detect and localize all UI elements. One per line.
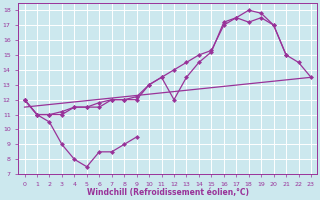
- X-axis label: Windchill (Refroidissement éolien,°C): Windchill (Refroidissement éolien,°C): [87, 188, 249, 197]
